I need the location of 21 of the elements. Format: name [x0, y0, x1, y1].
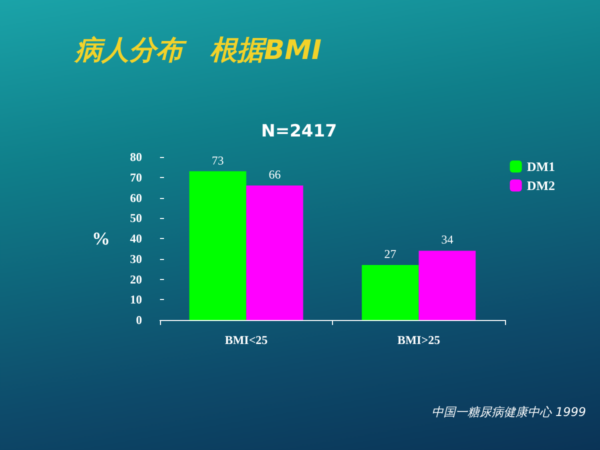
y-tick-label: 0 — [136, 313, 142, 327]
legend-label: DM2 — [526, 178, 556, 193]
data-label: 27 — [384, 246, 396, 261]
chart-subtitle: N=2417 — [261, 122, 337, 142]
y-tick-label: 80 — [130, 150, 142, 164]
y-tick-label: 30 — [130, 252, 142, 266]
x-tick-label: BMI<25 — [224, 333, 268, 347]
data-label: 66 — [268, 168, 281, 182]
y-tick-label: 50 — [130, 211, 142, 226]
x-tick-label: BMI>25 — [397, 333, 440, 347]
legend-label: DM1 — [526, 159, 556, 174]
y-axis-title: % — [92, 228, 110, 248]
chart-title: 病人分布 根据BMI — [75, 34, 322, 68]
y-tick-label: 60 — [130, 190, 142, 205]
text: 中国一糖尿病健康中心 1999 — [432, 404, 586, 421]
y-tick-label: 10 — [130, 292, 142, 307]
y-tick-label: 20 — [130, 272, 142, 286]
data-label: 73 — [212, 153, 224, 168]
y-tick-label: 70 — [130, 170, 142, 184]
data-label: 34 — [441, 232, 454, 247]
y-tick-label: 40 — [130, 232, 142, 246]
